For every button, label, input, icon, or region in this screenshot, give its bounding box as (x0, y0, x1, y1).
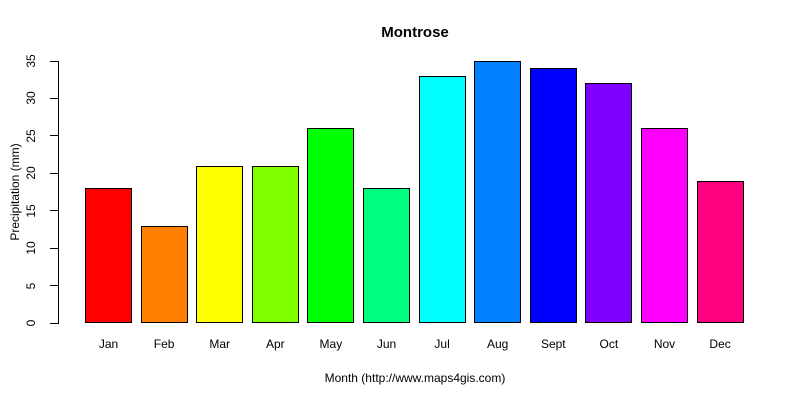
x-tick-label-aug: Aug (487, 337, 509, 351)
x-tick-label-nov: Nov (653, 337, 676, 351)
y-tick-label: 35 (24, 54, 38, 68)
x-axis-label: Month (http://www.maps4gis.com) (324, 371, 506, 385)
x-tick-label-mar: Mar (209, 337, 231, 351)
x-tick-label-sept: Sept (540, 337, 566, 351)
chart-title: Montrose (381, 24, 449, 41)
x-tick-label-feb: Feb (153, 337, 175, 351)
y-tick-label: 0 (24, 319, 38, 327)
y-tick-mark (50, 97, 58, 99)
y-tick-mark (50, 322, 58, 324)
y-tick-mark (50, 60, 58, 62)
bar-jul (419, 76, 466, 323)
y-tick-mark (50, 285, 58, 287)
y-tick-mark (50, 135, 58, 137)
plot-area: 0 5 10 15 20 25 30 35 Jan Feb Mar Apr May Jun Jul Aug S… (24, 54, 775, 351)
bar-mar (196, 166, 243, 323)
y-axis-line (58, 61, 59, 324)
y-tick-label: 20 (24, 166, 38, 180)
y-axis-label: Precipitation (mm) (8, 143, 22, 241)
y-tick-label: 30 (24, 91, 38, 106)
bar-apr (252, 166, 299, 323)
y-tick-label: 10 (24, 241, 38, 255)
x-tick-label-jan: Jan (98, 337, 119, 351)
x-tick-label-apr: Apr (265, 337, 285, 351)
y-tick-label: 15 (24, 204, 38, 218)
y-tick-mark (50, 210, 58, 212)
bar-nov (641, 128, 688, 323)
bar-jan (85, 188, 132, 323)
x-tick-label-jul: Jul (434, 337, 450, 351)
x-tick-label-jun: Jun (376, 337, 397, 351)
y-tick-label: 5 (24, 282, 38, 289)
bar-aug (474, 61, 521, 323)
bar-may (307, 128, 354, 323)
bar-jun (363, 188, 410, 323)
y-tick-mark (50, 172, 58, 174)
y-tick-label: 25 (24, 129, 38, 143)
bar-sept (530, 68, 577, 323)
bar-dec (697, 181, 744, 323)
bar-feb (141, 226, 188, 323)
x-tick-label-may: May (319, 337, 343, 351)
bar-oct (585, 83, 632, 323)
x-tick-label-oct: Oct (599, 337, 619, 351)
y-tick-mark (50, 247, 58, 249)
x-tick-label-dec: Dec (709, 337, 731, 351)
